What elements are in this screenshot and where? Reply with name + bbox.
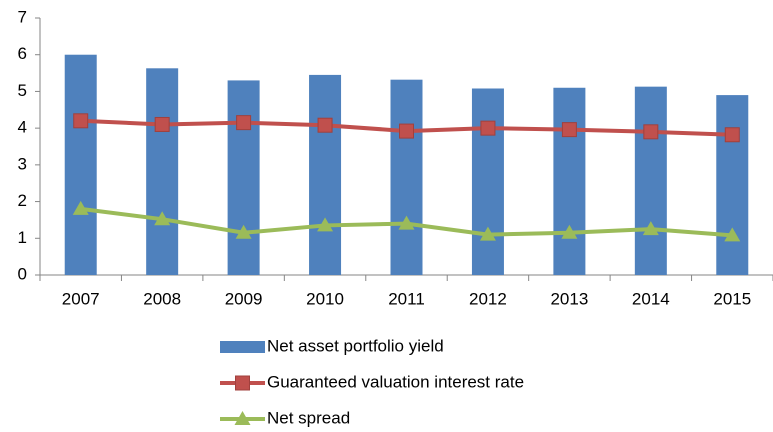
marker (235, 224, 252, 239)
marker (72, 200, 89, 215)
marker (724, 227, 741, 242)
marker (561, 122, 577, 138)
x-tick-label: 2015 (713, 289, 751, 308)
x-tick-label: 2014 (632, 289, 670, 308)
y-tick-label: 3 (18, 154, 27, 173)
bar (634, 86, 667, 275)
marker (236, 115, 252, 131)
y-tick-label: 7 (18, 7, 27, 26)
marker (480, 120, 496, 136)
x-tick-label: 2010 (306, 289, 344, 308)
marker (73, 113, 89, 129)
legend-swatch (220, 341, 265, 353)
legend-label: Net asset portfolio yield (267, 336, 444, 355)
y-tick-label: 5 (18, 81, 27, 100)
x-tick-label: 2007 (62, 289, 100, 308)
marker (561, 224, 578, 239)
y-tick-label: 2 (18, 191, 27, 210)
marker (317, 217, 334, 232)
bar (146, 68, 179, 275)
y-tick-label: 6 (18, 44, 27, 63)
legend-label: Guaranteed valuation interest rate (267, 372, 524, 391)
bar (553, 87, 586, 275)
y-tick-label: 4 (18, 118, 27, 137)
bar (64, 54, 97, 275)
marker (154, 211, 171, 226)
bar (716, 95, 749, 275)
bar (471, 88, 504, 276)
marker (154, 116, 170, 132)
marker (724, 127, 740, 143)
marker (643, 124, 659, 140)
marker (479, 226, 496, 241)
marker (317, 117, 333, 133)
x-tick-label: 2012 (469, 289, 507, 308)
marker (642, 221, 659, 236)
legend-label: Net spread (267, 408, 350, 427)
bar (227, 80, 260, 276)
x-tick-label: 2013 (550, 289, 588, 308)
marker (398, 215, 415, 230)
y-tick-label: 1 (18, 228, 27, 247)
y-tick-label: 0 (18, 264, 27, 283)
x-tick-label: 2009 (225, 289, 263, 308)
bar (390, 79, 423, 276)
legend-marker (234, 411, 251, 425)
x-tick-label: 2011 (388, 289, 425, 308)
legend-marker (235, 375, 250, 391)
bar (309, 74, 342, 276)
x-tick-label: 2008 (143, 289, 181, 308)
marker (399, 123, 414, 139)
